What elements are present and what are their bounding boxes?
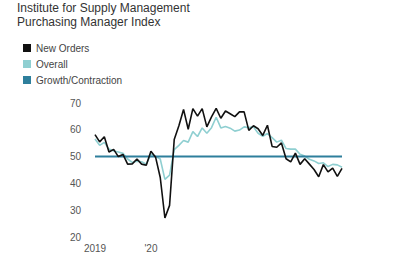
svg-text:40: 40	[70, 178, 82, 189]
svg-text:Purchasing Manager Index: Purchasing Manager Index	[17, 15, 160, 29]
svg-text:2019: 2019	[84, 243, 107, 254]
svg-text:30: 30	[70, 205, 82, 216]
svg-text:50: 50	[70, 151, 82, 162]
svg-text:'20: '20	[144, 243, 157, 254]
svg-text:60: 60	[70, 124, 82, 135]
svg-text:Growth/Contraction: Growth/Contraction	[36, 75, 122, 86]
svg-text:New Orders: New Orders	[36, 43, 89, 54]
svg-text:Institute for Supply Managemen: Institute for Supply Management	[17, 1, 193, 15]
svg-text:70: 70	[70, 98, 82, 109]
svg-text:Overall: Overall	[36, 59, 68, 70]
svg-text:20: 20	[70, 232, 82, 243]
